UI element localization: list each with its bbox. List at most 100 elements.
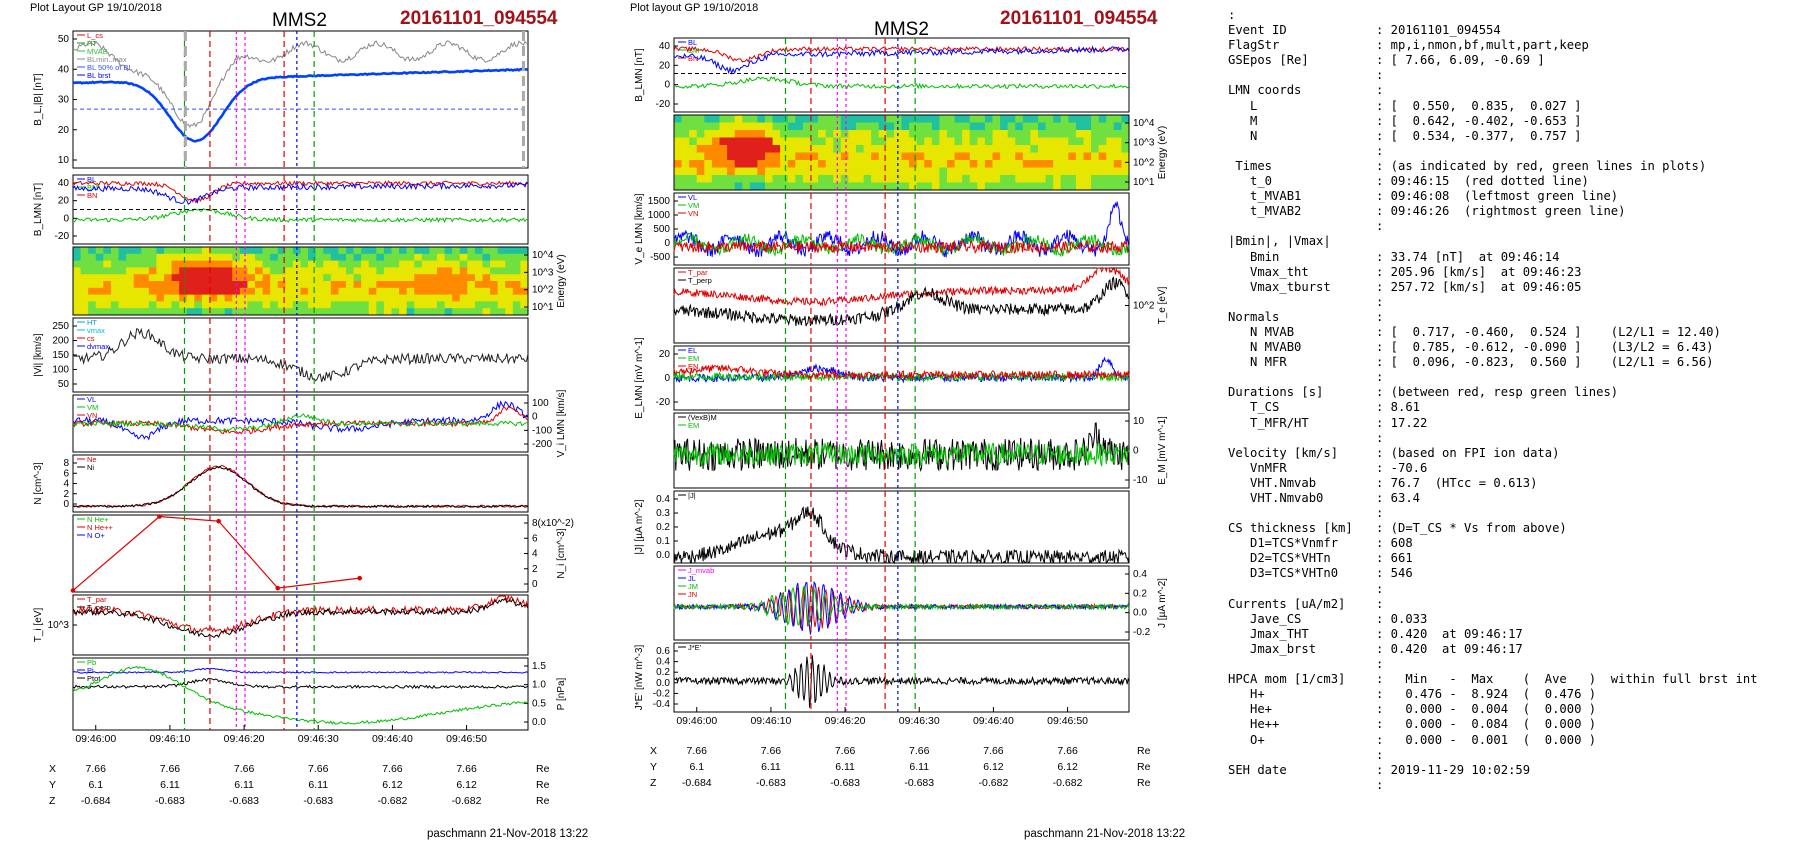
spectrogram-cell	[719, 160, 728, 168]
spectrogram-cell	[818, 175, 827, 183]
y-axis-label: E_LMN [mV m^-1]	[634, 337, 645, 419]
spectrogram-cell	[315, 253, 324, 262]
spectrogram-cell	[346, 247, 355, 255]
spectrogram-cell	[939, 167, 948, 176]
pi-series	[72, 667, 529, 674]
legend-entry: JM	[688, 582, 698, 591]
info-row: L: [ 0.550, 0.835, 0.027 ]	[1228, 99, 1758, 114]
spectrogram-cell	[80, 287, 89, 296]
spectrogram-cell	[80, 260, 89, 268]
spectrogram-cell	[1045, 115, 1054, 123]
spectrogram-cell	[186, 247, 195, 255]
spectrogram-cell	[444, 267, 453, 275]
spectrogram-cell	[474, 281, 483, 289]
spectrogram-cell	[292, 253, 301, 262]
legend-entry: VM	[688, 201, 699, 210]
ephem-value: 7.66	[234, 763, 255, 775]
y-tick-label: 0	[532, 579, 538, 590]
spectrogram-cell	[711, 115, 720, 123]
spectrogram-cell	[73, 287, 82, 296]
spectrogram-cell	[901, 122, 910, 131]
info-value: : [ 0.785, -0.612, -0.090 ] (L3/L2 = 6.4…	[1376, 340, 1714, 355]
spectrogram-cell	[247, 294, 256, 302]
spectrogram-cell	[126, 294, 135, 302]
spectrogram-cell	[285, 301, 294, 309]
spectrogram-cell	[368, 247, 377, 255]
spectrogram-cell	[1022, 137, 1031, 146]
spectrogram-cell	[742, 115, 751, 123]
legend-entry: N O+	[87, 531, 105, 540]
spectrogram-cell	[133, 308, 142, 316]
spectrogram-cell	[171, 308, 180, 316]
ephem-value: 6.12	[456, 779, 477, 791]
spectrogram-cell	[467, 253, 476, 262]
spectrogram-cell	[1091, 115, 1100, 123]
info-row: N: [ 0.534, -0.377, 0.757 ]	[1228, 129, 1758, 144]
spectrogram-cell	[969, 175, 978, 183]
spectrogram-cell	[490, 301, 499, 309]
spectrogram-cell	[300, 274, 309, 282]
spectrogram-cell	[467, 294, 476, 302]
spectrogram-cell	[247, 281, 256, 289]
spectrogram-cell	[802, 152, 811, 161]
spectrogram-cell	[749, 137, 758, 146]
info-value: : Min - Max ( Ave ) within full brst int	[1376, 672, 1758, 687]
y-tick-label: 150	[52, 350, 69, 361]
spectrogram-cell	[141, 267, 150, 275]
spectrogram-cell	[901, 130, 910, 138]
spectrogram-cell	[399, 294, 408, 302]
spectrogram-cell	[194, 267, 203, 275]
spectrogram-cell	[1030, 160, 1039, 168]
spectrogram-cell	[939, 160, 948, 168]
spectrogram-cell	[1038, 167, 1047, 176]
spectrogram-cell	[323, 287, 332, 296]
spectrogram-cell	[780, 122, 789, 131]
event-info-table: : Event ID: 20161101_094554 FlagStr: mp,i,…	[1228, 8, 1758, 793]
spectrogram-cell	[285, 308, 294, 316]
spectrogram-cell	[939, 115, 948, 123]
spectrogram-cell	[512, 308, 521, 316]
spectrogram-cell	[277, 267, 286, 275]
spectrogram-cell	[871, 130, 880, 138]
info-key: Event ID	[1228, 23, 1287, 38]
spectrogram-cell	[346, 281, 355, 289]
spectrogram-cell	[1030, 175, 1039, 183]
legend-entry: BL 50% of BL	[87, 63, 133, 72]
spectrogram-cell	[1098, 152, 1107, 161]
y-tick-label: 10	[58, 155, 70, 166]
spectrogram-cell	[383, 274, 392, 282]
spectrogram-cell	[361, 253, 370, 262]
spectrogram-cell	[1113, 145, 1122, 153]
spectrogram-cell	[893, 122, 902, 131]
spectrogram-cell	[765, 152, 774, 161]
spectrogram-cell	[787, 137, 796, 146]
spectrogram-cell	[1091, 122, 1100, 131]
spectrogram-cell	[1007, 145, 1016, 153]
spectrogram-cell	[110, 253, 119, 262]
spectrogram-cell	[467, 287, 476, 296]
spectrogram-cell	[300, 267, 309, 275]
spectrogram-cell	[315, 308, 324, 316]
y-tick-label: 0	[664, 373, 670, 384]
te-perp-series	[673, 276, 1130, 327]
y-tick-label: 10^2	[1133, 301, 1155, 312]
legend-entry: Pb	[87, 658, 96, 667]
spectrogram-cell	[156, 308, 165, 316]
spectrogram-cell	[520, 281, 529, 289]
spectrogram-cell	[1038, 145, 1047, 153]
info-value: : 0.000 - 0.001 ( 0.000 )	[1376, 732, 1597, 747]
left-layout-label: Plot Layout GP 19/10/2018	[30, 2, 162, 14]
ephem-value: 7.66	[1057, 745, 1078, 757]
spectrogram-cell	[1045, 130, 1054, 138]
spectrogram-cell	[437, 260, 446, 268]
spectrogram-cell	[947, 115, 956, 123]
spectrogram-cell	[992, 182, 1001, 191]
spectrogram-cell	[924, 167, 933, 176]
info-key: Times	[1228, 158, 1273, 173]
y-tick-label: 4	[63, 479, 69, 490]
spectrogram-cell	[505, 267, 514, 275]
spectrogram-cell	[346, 301, 355, 309]
spectrogram-cell	[719, 152, 728, 161]
spectrogram-cell	[133, 281, 142, 289]
spectrogram-cell	[368, 253, 377, 262]
